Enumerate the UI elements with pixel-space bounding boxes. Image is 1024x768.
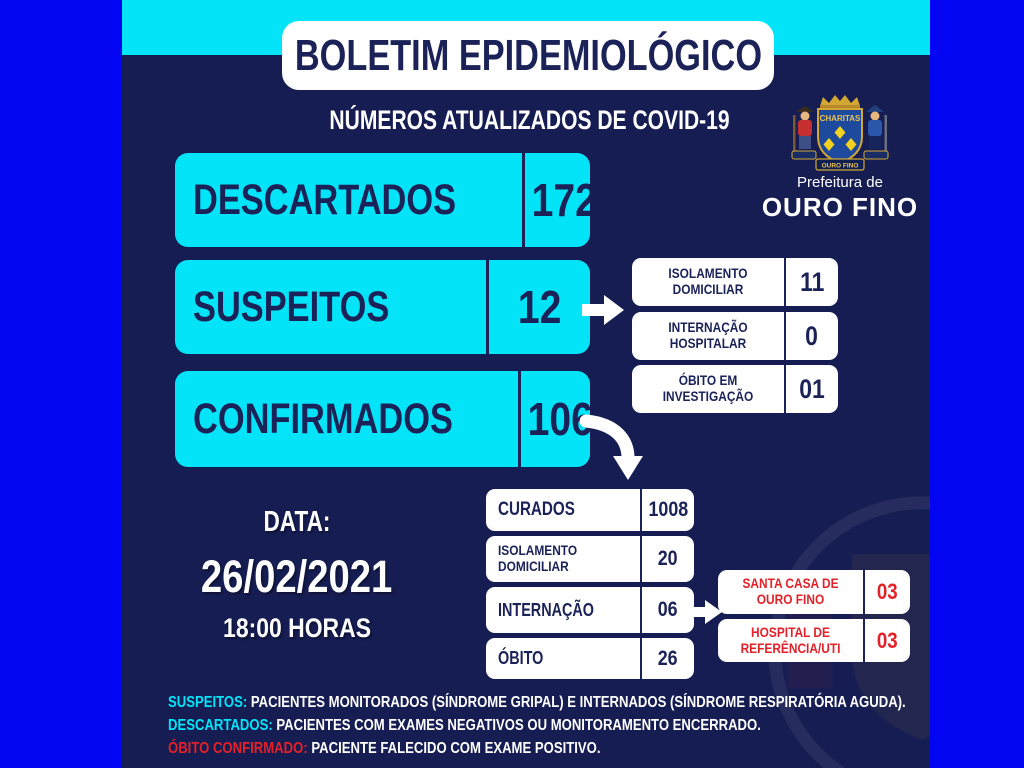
breakdown-label: ISOLAMENTO DOMICILIAR [668,265,748,297]
stat-row-confirmados: CONFIRMADOS 1060 [175,371,590,467]
breakdown-label: ISOLAMENTO DOMICILIAR [498,542,578,574]
hospital-row: SANTA CASA DE OURO FINO 03 [718,570,910,614]
breakdown-row: ÓBITO 26 [486,638,694,679]
hospital-row: HOSPITAL DE REFERÊNCIA/UTI 03 [718,619,910,662]
legend-definition: PACIENTES MONITORADOS (SÍNDROME GRIPAL) … [250,694,906,711]
coat-of-arms-icon: CHARITAS OURO FINO [791,95,889,171]
title-banner: BOLETIM EPIDEMIOLÓGICO [282,21,774,90]
breakdown-label: ÓBITO EM INVESTIGAÇÃO [662,372,754,404]
arrow-right-icon [688,597,722,632]
breakdown-label: INTERNAÇÃO [498,599,594,620]
stat-label: SUSPEITOS [193,282,390,331]
date-value: 26/02/2021 [201,551,393,602]
logo-org-line1: Prefeitura de [797,174,883,191]
legend-term: SUSPEITOS: [168,694,248,711]
legend: SUSPEITOS: PACIENTES MONITORADOS (SÍNDRO… [168,691,930,760]
hospital-label: HOSPITAL DE REFERÊNCIA/UTI [740,623,841,656]
hospital-value: 03 [863,619,910,662]
stat-row-suspeitos: SUSPEITOS 12 [175,260,590,354]
legend-term: DESCARTADOS: [168,717,273,734]
breakdown-value: 20 [640,536,694,582]
arrow-right-icon [582,292,624,333]
time-value: 18:00 HORAS [223,613,371,643]
legend-term: ÓBITO CONFIRMADO: [168,740,308,757]
breakdown-row: ISOLAMENTO DOMICILIAR 11 [632,258,838,306]
hospital-value: 03 [863,570,910,614]
breakdown-row: INTERNAÇÃO HOSPITALAR 0 [632,312,838,360]
logo-org-line2: OURO FINO [761,192,919,222]
legend-line: SUSPEITOS: PACIENTES MONITORADOS (SÍNDRO… [168,691,930,714]
breakdown-row: ISOLAMENTO DOMICILIAR 20 [486,536,694,582]
breakdown-row: ÓBITO EM INVESTIGAÇÃO 01 [632,365,838,413]
breakdown-value: 01 [784,365,838,413]
breakdown-value: 0 [784,312,838,360]
legend-line: DESCARTADOS: PACIENTES COM EXAMES NEGATI… [168,714,930,737]
breakdown-value: 1008 [640,489,694,531]
breakdown-label: CURADOS [498,499,575,521]
subtitle: NÚMEROS ATUALIZADOS DE COVID-19 [329,105,731,135]
breakdown-row: CURADOS 1008 [486,489,694,531]
breakdown-value: 06 [640,587,694,633]
legend-line: ÓBITO CONFIRMADO: PACIENTE FALECIDO COM … [168,737,930,760]
shield-banner: OURO FINO [822,163,859,170]
breakdown-value: 26 [640,638,694,679]
curved-arrow-down-icon [579,412,650,487]
legend-definition: PACIENTE FALECIDO COM EXAME POSITIVO. [311,740,601,757]
stat-row-descartados: DESCARTADOS 1727 [175,153,590,247]
stat-value: 1060 [517,371,590,467]
stat-label: CONFIRMADOS [193,394,453,443]
breakdown-row: INTERNAÇÃO 06 [486,587,694,633]
shield-motto: CHARITAS [820,114,861,123]
date-label: DATA: [263,506,331,538]
legend-definition: PACIENTES COM EXAMES NEGATIVOS OU MONITO… [276,717,761,734]
date-block: DATA: 26/02/2021 18:00 HORAS [152,506,442,644]
breakdown-label: ÓBITO [498,648,544,669]
stat-value: 12 [486,260,590,354]
page-title: BOLETIM EPIDEMIOLÓGICO [294,30,762,80]
breakdown-label: INTERNAÇÃO HOSPITALAR [668,319,748,351]
city-logo: CHARITAS OURO FINO [740,93,930,223]
hospital-label: SANTA CASA DE OURO FINO [742,575,839,607]
content-area: BOLETIM EPIDEMIOLÓGICO NÚMEROS ATUALIZAD… [122,0,930,768]
stat-value: 1727 [521,153,590,247]
breakdown-value: 11 [784,258,838,306]
stat-label: DESCARTADOS [193,175,457,224]
